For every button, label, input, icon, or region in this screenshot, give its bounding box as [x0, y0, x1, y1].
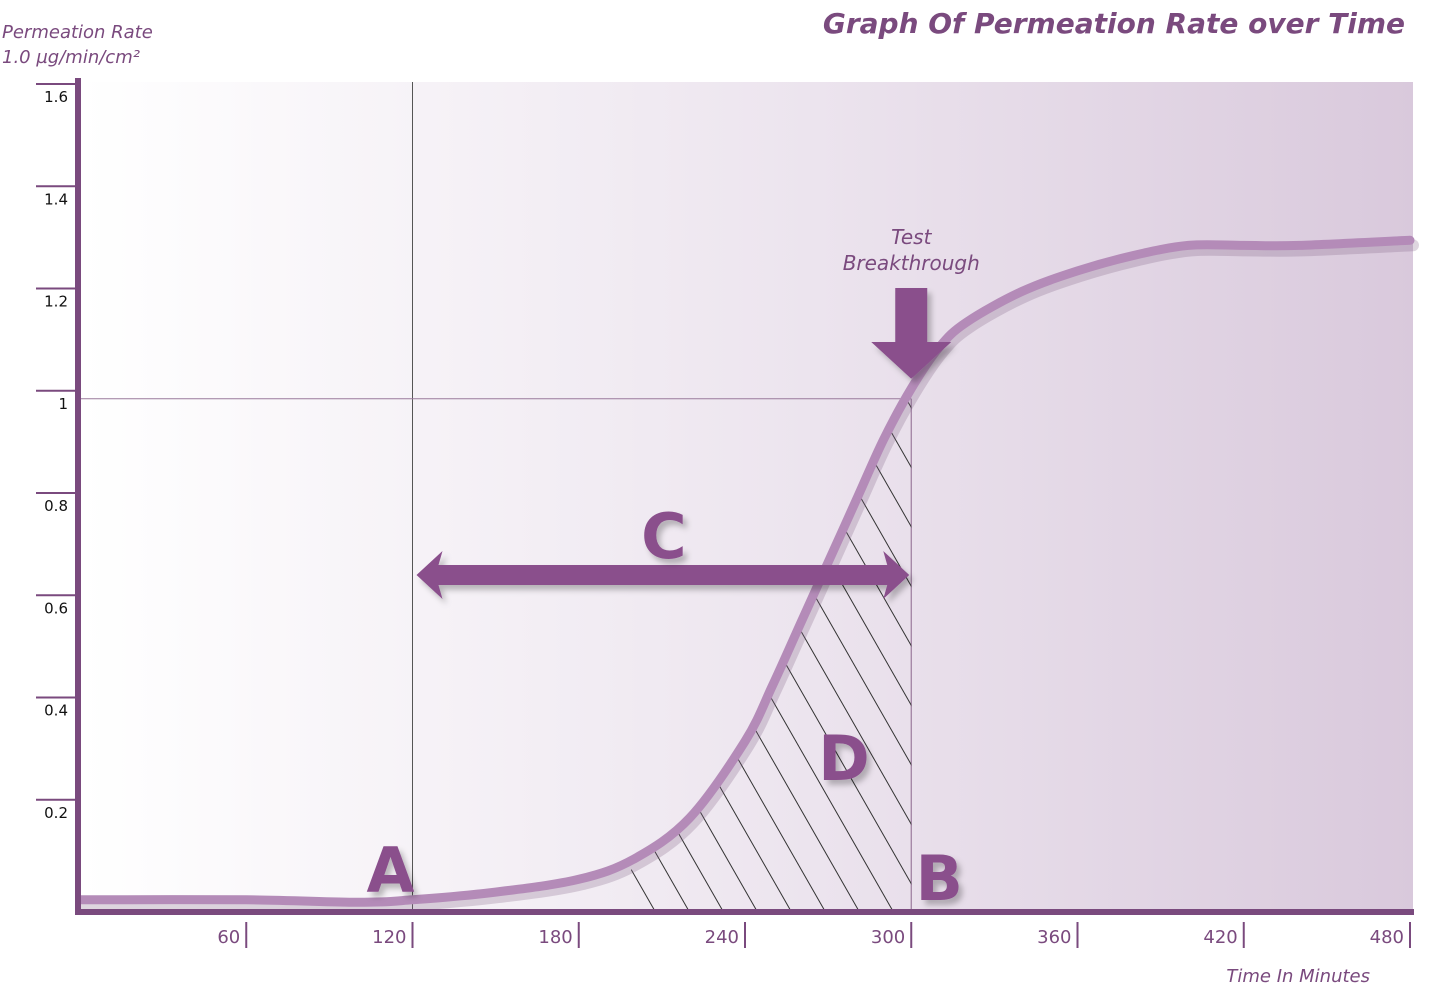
x-tick-label: 180 [538, 927, 572, 948]
label-a: A [367, 834, 415, 907]
x-tick-label: 420 [1203, 927, 1237, 948]
y-axis-title-line-1: Permeation Rate [2, 22, 153, 43]
x-tick-label: 60 [217, 927, 240, 948]
label-b: B [916, 842, 963, 915]
y-tick-label: 1 [58, 395, 68, 413]
label-d: D [818, 722, 869, 795]
y-axis-title-line-2: 1.0 µg/min/cm² [2, 47, 140, 68]
span-c-arrow [416, 551, 910, 599]
label-c: C [641, 500, 687, 573]
x-axis-title: Time In Minutes [1226, 966, 1370, 987]
y-tick-label: 1.2 [44, 293, 68, 311]
permeation-curve [75, 235, 1415, 907]
y-tick-label: 0.8 [44, 497, 68, 515]
x-tick-label: 120 [372, 927, 406, 948]
breakthrough-label-line-2: Breakthrough [843, 251, 980, 275]
hatch-line [843, 388, 912, 910]
breakthrough-arrow [871, 288, 952, 379]
y-tick-label: 1.6 [44, 88, 68, 106]
breakthrough-label-line-1: Test [891, 225, 932, 249]
y-tick-label: 0.6 [44, 599, 68, 617]
y-ticks: 0.2 0.4 0.6 0.8 1 1.2 1.4 1.6 [36, 83, 80, 822]
y-tick-label: 0.4 [44, 702, 68, 720]
x-tick-label: 240 [705, 927, 739, 948]
x-tick-label: 300 [871, 927, 905, 948]
y-tick-label: 1.4 [44, 190, 68, 208]
plot-background [80, 82, 1413, 912]
chart-title: Graph Of Permeation Rate over Time [823, 7, 1405, 40]
hatch-line [620, 388, 757, 910]
x-tick-label: 360 [1037, 927, 1071, 948]
x-tick-label: 480 [1370, 927, 1404, 948]
x-ticks: 60 120 180 240 300 360 420 480 [217, 922, 1411, 948]
axes [75, 78, 1414, 915]
y-tick-label: 0.2 [44, 804, 68, 822]
